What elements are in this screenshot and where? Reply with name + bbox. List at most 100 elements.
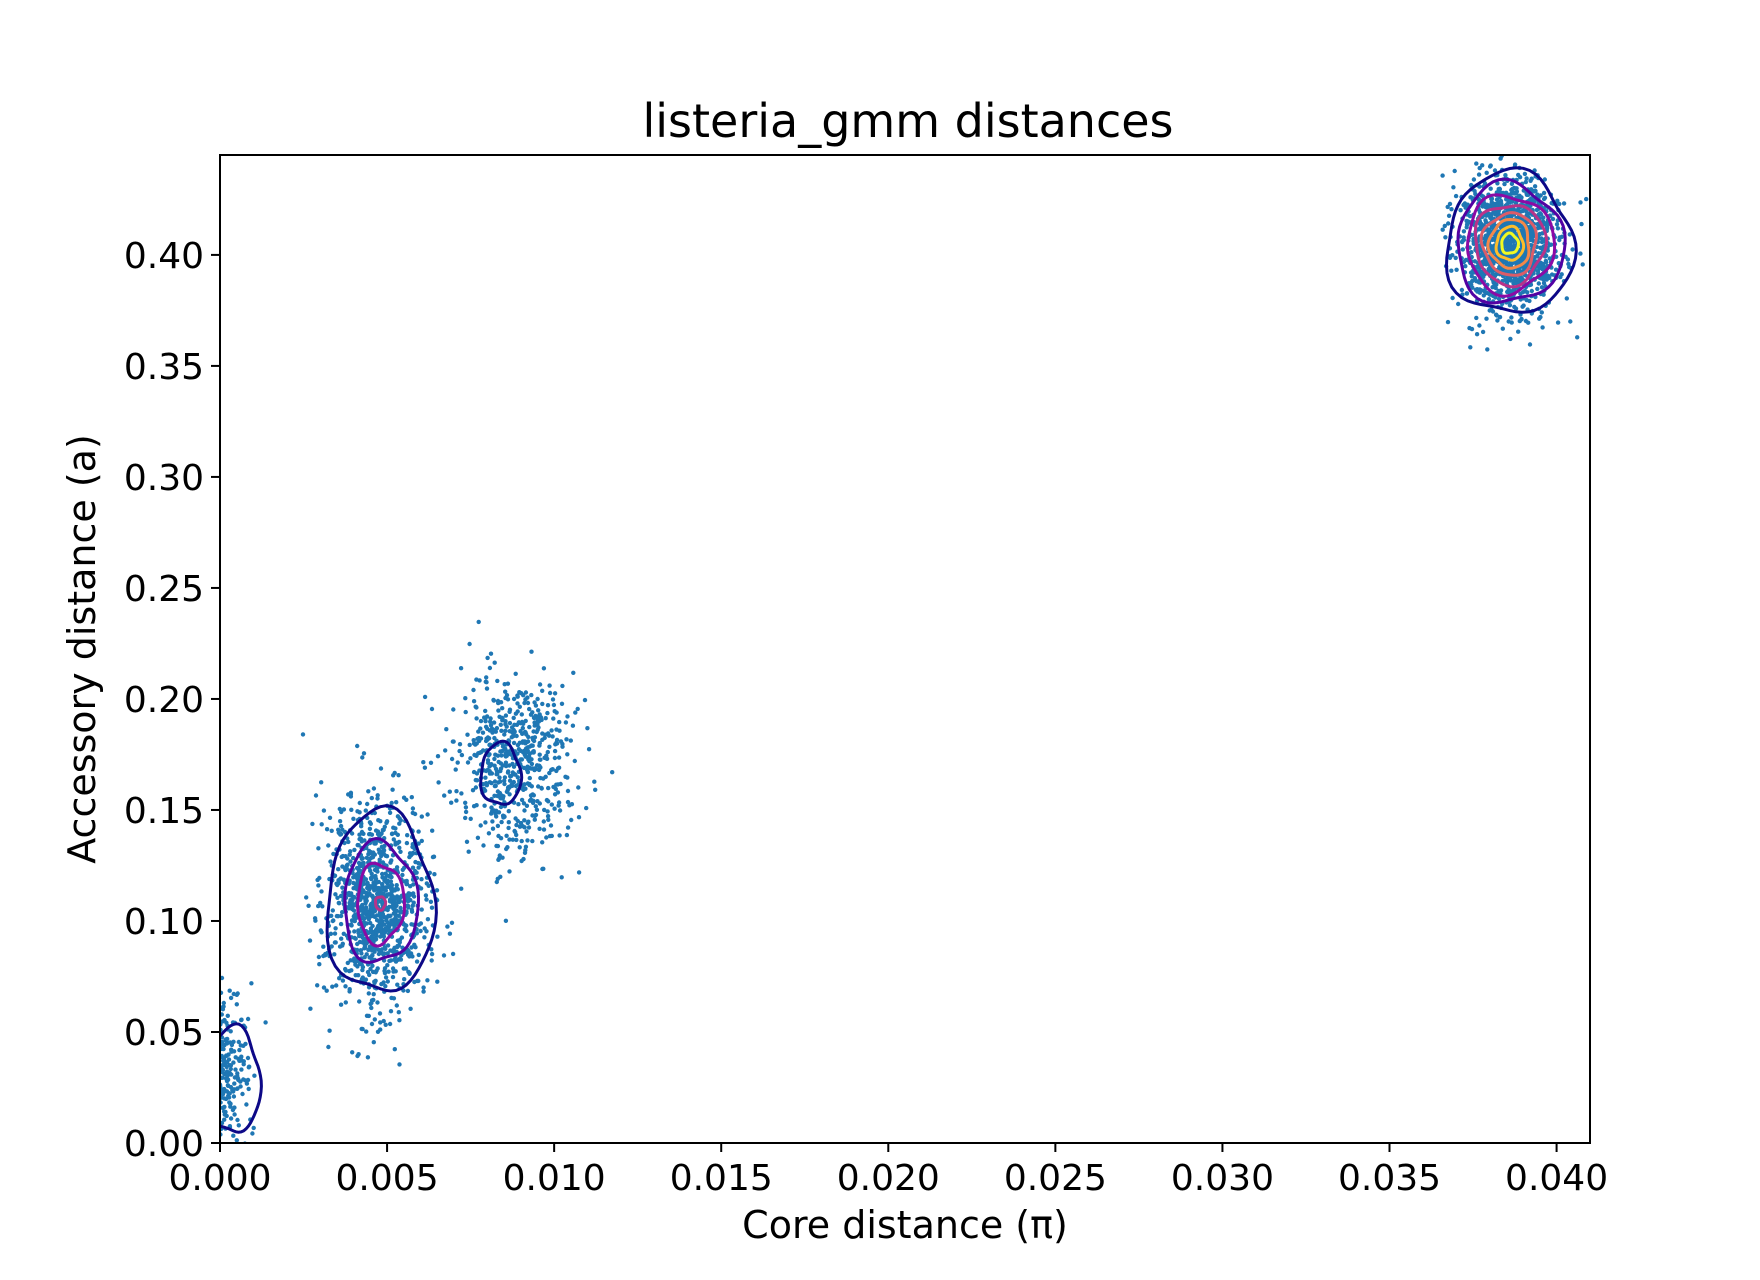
- data-point: [467, 641, 472, 647]
- data-point: [367, 944, 373, 949]
- data-point: [373, 828, 379, 833]
- data-point: [575, 706, 580, 712]
- data-point: [540, 737, 545, 742]
- data-point: [1477, 323, 1482, 328]
- y-tick-label: 0.30: [124, 458, 204, 499]
- data-point: [249, 981, 254, 986]
- data-point: [380, 827, 386, 833]
- data-point: [519, 858, 524, 864]
- data-point: [541, 666, 547, 671]
- data-point: [488, 716, 493, 721]
- data-point: [419, 838, 424, 844]
- data-point: [425, 978, 430, 983]
- data-point: [252, 1073, 257, 1078]
- data-point: [526, 734, 531, 740]
- data-point: [514, 822, 519, 828]
- data-point: [1468, 282, 1473, 287]
- data-point: [377, 857, 382, 862]
- data-point: [1485, 347, 1490, 352]
- data-point: [454, 789, 459, 794]
- data-point: [316, 903, 321, 909]
- data-point: [586, 747, 592, 752]
- data-point: [478, 726, 483, 731]
- data-point: [398, 818, 403, 823]
- data-point: [1553, 267, 1559, 272]
- data-point: [369, 901, 374, 907]
- data-point: [557, 833, 562, 838]
- contour-line: [1456, 177, 1567, 305]
- data-point: [391, 825, 396, 830]
- data-point: [518, 729, 523, 734]
- data-point: [463, 800, 468, 805]
- data-point: [532, 817, 537, 822]
- data-point: [547, 690, 553, 696]
- data-point: [544, 756, 549, 761]
- data-point: [407, 971, 412, 976]
- data-point: [1479, 221, 1484, 227]
- data-point: [316, 883, 321, 888]
- data-point: [492, 735, 497, 741]
- data-point: [1442, 223, 1448, 229]
- data-point: [455, 760, 460, 765]
- data-point: [245, 1016, 251, 1022]
- data-point: [1497, 314, 1503, 320]
- data-point: [416, 978, 421, 984]
- data-point: [405, 988, 411, 994]
- data-point: [315, 983, 320, 988]
- data-point: [244, 1102, 249, 1107]
- data-point: [557, 728, 562, 733]
- data-point: [513, 772, 518, 777]
- data-point: [385, 979, 390, 984]
- data-point: [512, 722, 517, 727]
- data-point: [545, 814, 551, 819]
- data-point: [416, 922, 422, 927]
- data-point: [500, 706, 505, 711]
- data-point: [409, 945, 414, 950]
- data-point: [496, 857, 501, 862]
- data-point: [1543, 260, 1549, 265]
- data-point: [1480, 329, 1486, 335]
- data-point: [1452, 168, 1457, 174]
- data-point: [1520, 304, 1525, 309]
- data-point: [234, 1138, 239, 1143]
- data-point: [1497, 186, 1502, 192]
- data-point: [1490, 309, 1496, 314]
- data-point: [1491, 210, 1496, 215]
- data-point: [1474, 161, 1479, 166]
- data-point: [482, 715, 487, 720]
- data-point: [518, 748, 523, 753]
- data-point: [466, 849, 471, 854]
- data-point: [1459, 287, 1465, 293]
- data-point: [1488, 186, 1493, 191]
- data-point: [544, 835, 549, 840]
- data-point: [1539, 310, 1545, 315]
- data-point: [1476, 172, 1482, 177]
- data-point: [1521, 231, 1527, 236]
- data-point: [1535, 221, 1540, 227]
- data-point: [474, 803, 479, 808]
- data-point: [1487, 308, 1492, 313]
- data-point: [1518, 257, 1524, 262]
- data-point: [1482, 261, 1488, 266]
- data-point: [576, 870, 582, 875]
- data-point: [407, 891, 412, 896]
- data-point: [1510, 186, 1515, 192]
- data-point: [384, 878, 390, 883]
- data-point: [411, 900, 416, 905]
- data-point: [221, 1000, 226, 1006]
- data-point: [1537, 316, 1542, 321]
- data-point: [477, 750, 482, 755]
- data-point: [228, 995, 234, 1001]
- data-point: [610, 770, 615, 775]
- data-point: [370, 895, 376, 900]
- data-point: [451, 739, 456, 744]
- data-point: [499, 795, 505, 801]
- data-point: [535, 727, 540, 732]
- data-point: [442, 793, 447, 798]
- data-point: [359, 856, 364, 861]
- data-point: [1537, 266, 1542, 271]
- data-point: [492, 756, 497, 762]
- data-point: [349, 807, 354, 812]
- data-point: [530, 838, 535, 844]
- data-point: [231, 1049, 237, 1054]
